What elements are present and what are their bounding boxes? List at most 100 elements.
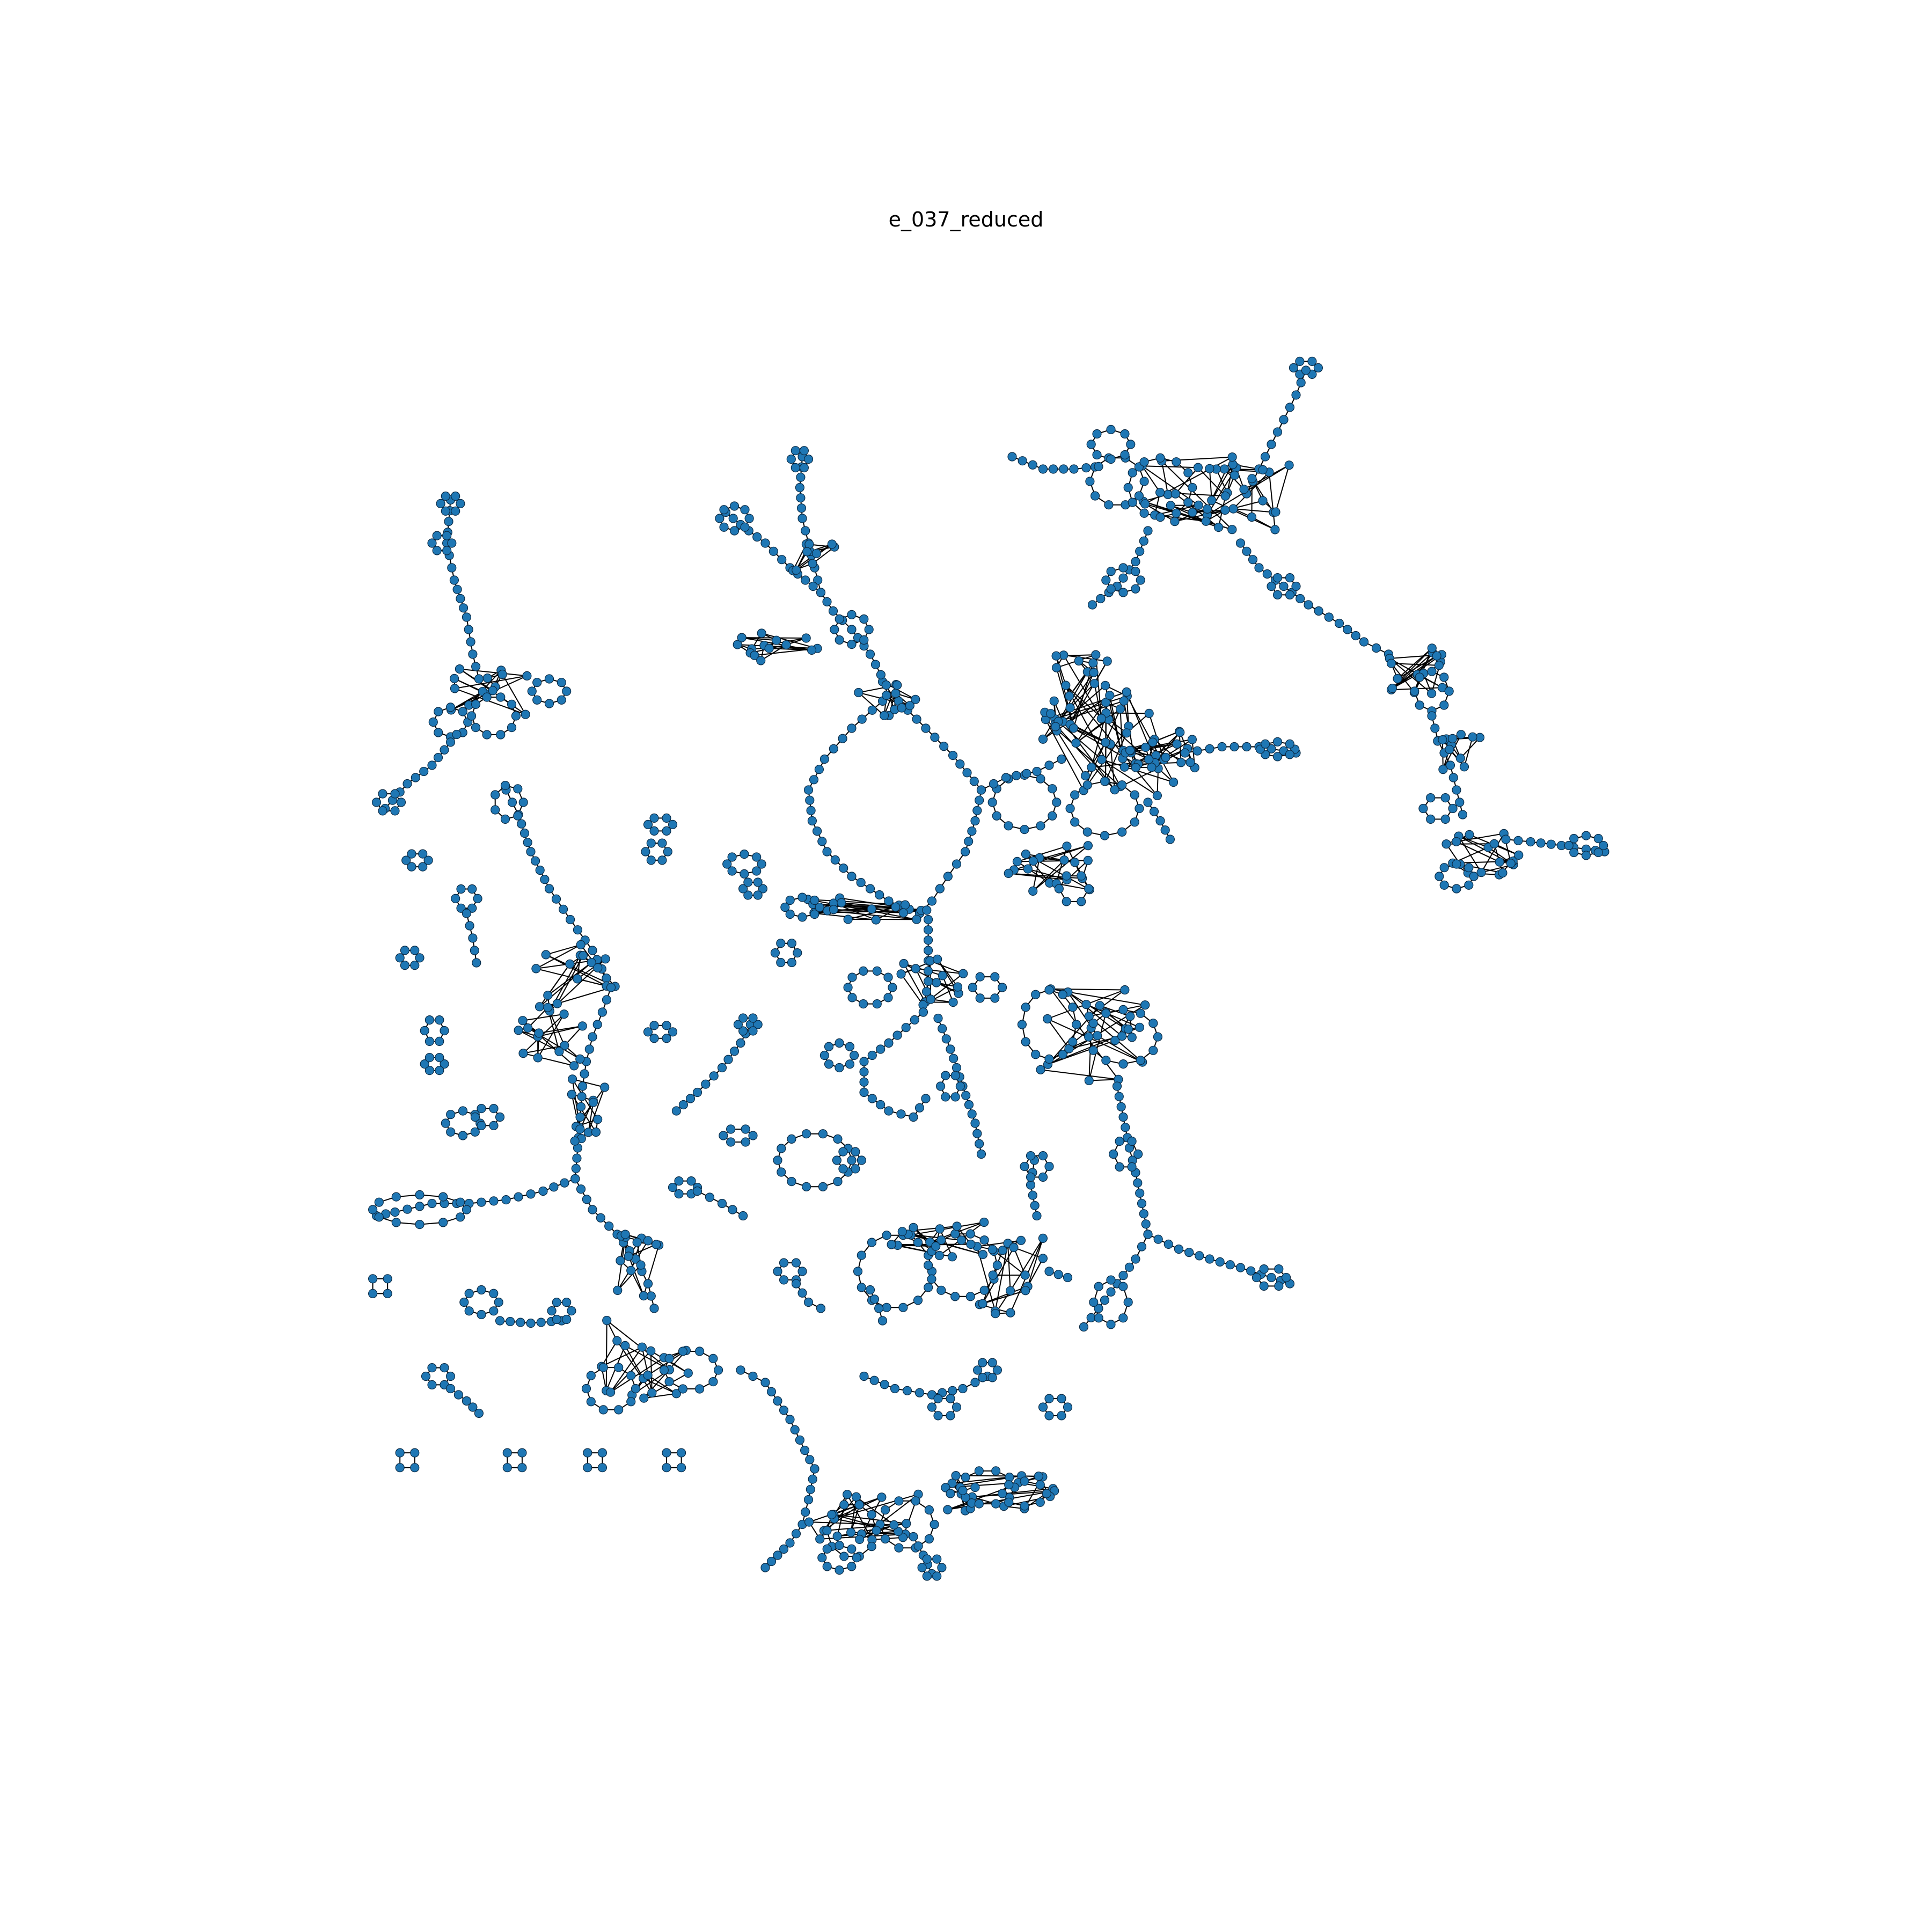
graph-node	[400, 946, 410, 955]
graph-node	[1170, 517, 1180, 526]
graph-node	[445, 1371, 456, 1381]
graph-node	[477, 1104, 486, 1114]
graph-node	[560, 1178, 569, 1188]
graph-node	[649, 826, 659, 836]
graph-node	[576, 940, 586, 950]
graph-node	[978, 1250, 988, 1260]
graph-node	[893, 1527, 903, 1536]
graph-node	[470, 1112, 480, 1122]
graph-node	[1096, 714, 1106, 723]
graph-node	[847, 872, 857, 881]
graph-node	[1088, 1019, 1098, 1028]
graph-node	[511, 711, 521, 721]
graph-node	[741, 1137, 750, 1147]
graph-node	[591, 1127, 601, 1137]
graph-node	[1038, 1151, 1048, 1161]
graph-node	[1188, 482, 1197, 493]
graph-node	[415, 1220, 425, 1230]
graph-edge	[903, 963, 926, 1002]
graph-node	[976, 785, 986, 795]
graph-node	[676, 1463, 686, 1473]
graph-node	[1022, 769, 1031, 778]
graph-node	[805, 795, 815, 805]
graph-node	[880, 1534, 890, 1544]
graph-node	[1274, 1264, 1284, 1274]
graph-node	[932, 1554, 942, 1564]
graph-node	[477, 1197, 486, 1207]
graph-edge	[846, 1494, 873, 1540]
graph-node	[1144, 755, 1154, 764]
graph-node	[1569, 833, 1579, 844]
graph-node	[847, 639, 857, 649]
graph-node	[1118, 1059, 1128, 1069]
graph-node	[1214, 522, 1224, 532]
graph-node	[612, 1336, 622, 1345]
graph-edge	[1481, 833, 1505, 873]
graph-node	[1192, 746, 1202, 756]
graph-edge	[1094, 683, 1102, 719]
graph-node	[1427, 711, 1437, 721]
graph-edge	[1175, 467, 1199, 494]
graph-node	[1131, 1254, 1140, 1264]
graph-node	[1439, 700, 1449, 710]
graph-node	[923, 966, 933, 976]
graph-node	[955, 1081, 965, 1091]
graph-edge	[1460, 737, 1481, 759]
graph-node	[888, 983, 897, 992]
graph-node	[1121, 1123, 1130, 1132]
graph-node	[874, 1304, 884, 1313]
graph-node	[946, 1394, 955, 1403]
graph-node	[709, 1071, 719, 1081]
graph-node	[643, 819, 653, 830]
graph-node	[752, 532, 762, 542]
graph-node	[415, 1190, 425, 1199]
graph-node	[898, 1533, 908, 1542]
graph-edge	[1174, 509, 1226, 522]
graph-node	[1112, 1081, 1122, 1091]
graph-node	[534, 1028, 544, 1038]
graph-node	[822, 1544, 832, 1554]
graph-node	[923, 946, 933, 955]
graph-node	[1279, 581, 1289, 591]
graph-node	[736, 1365, 745, 1375]
graph-node	[1301, 365, 1311, 375]
graph-node	[839, 1552, 849, 1561]
graph-node	[889, 1520, 899, 1529]
graph-node	[857, 714, 867, 724]
graph-node	[1054, 884, 1064, 894]
graph-node	[582, 1195, 591, 1204]
graph-node	[923, 935, 933, 945]
graph-node	[1125, 745, 1135, 755]
graph-edge	[769, 648, 812, 651]
graph-node	[913, 1541, 923, 1551]
graph-node	[1026, 1172, 1036, 1182]
graph-node	[727, 852, 737, 862]
graph-edge	[1392, 674, 1418, 689]
graph-node	[390, 789, 400, 799]
graph-node	[462, 1205, 472, 1214]
graph-node	[748, 1026, 758, 1036]
graph-node	[383, 1274, 392, 1284]
graph-node	[1139, 536, 1148, 546]
graph-node	[1127, 1162, 1137, 1172]
graph-node	[562, 686, 572, 696]
graph-edge	[454, 678, 483, 692]
graph-node	[1026, 1151, 1036, 1161]
graph-node	[535, 865, 545, 875]
graph-node	[1271, 507, 1280, 517]
graph-node	[1012, 857, 1022, 867]
graph-node	[728, 1205, 737, 1214]
graph-node	[877, 1492, 887, 1502]
graph-node	[1117, 827, 1127, 837]
graph-node	[1131, 763, 1141, 772]
graph-edge	[1047, 1018, 1143, 1063]
graph-node	[865, 649, 875, 659]
graph-edge	[1456, 833, 1504, 843]
graph-edge	[982, 1247, 1014, 1304]
graph-edge	[982, 1290, 1026, 1305]
graph-node	[662, 1448, 671, 1458]
graph-node	[662, 1021, 671, 1030]
graph-node	[1106, 1320, 1116, 1329]
graph-node	[796, 472, 806, 482]
